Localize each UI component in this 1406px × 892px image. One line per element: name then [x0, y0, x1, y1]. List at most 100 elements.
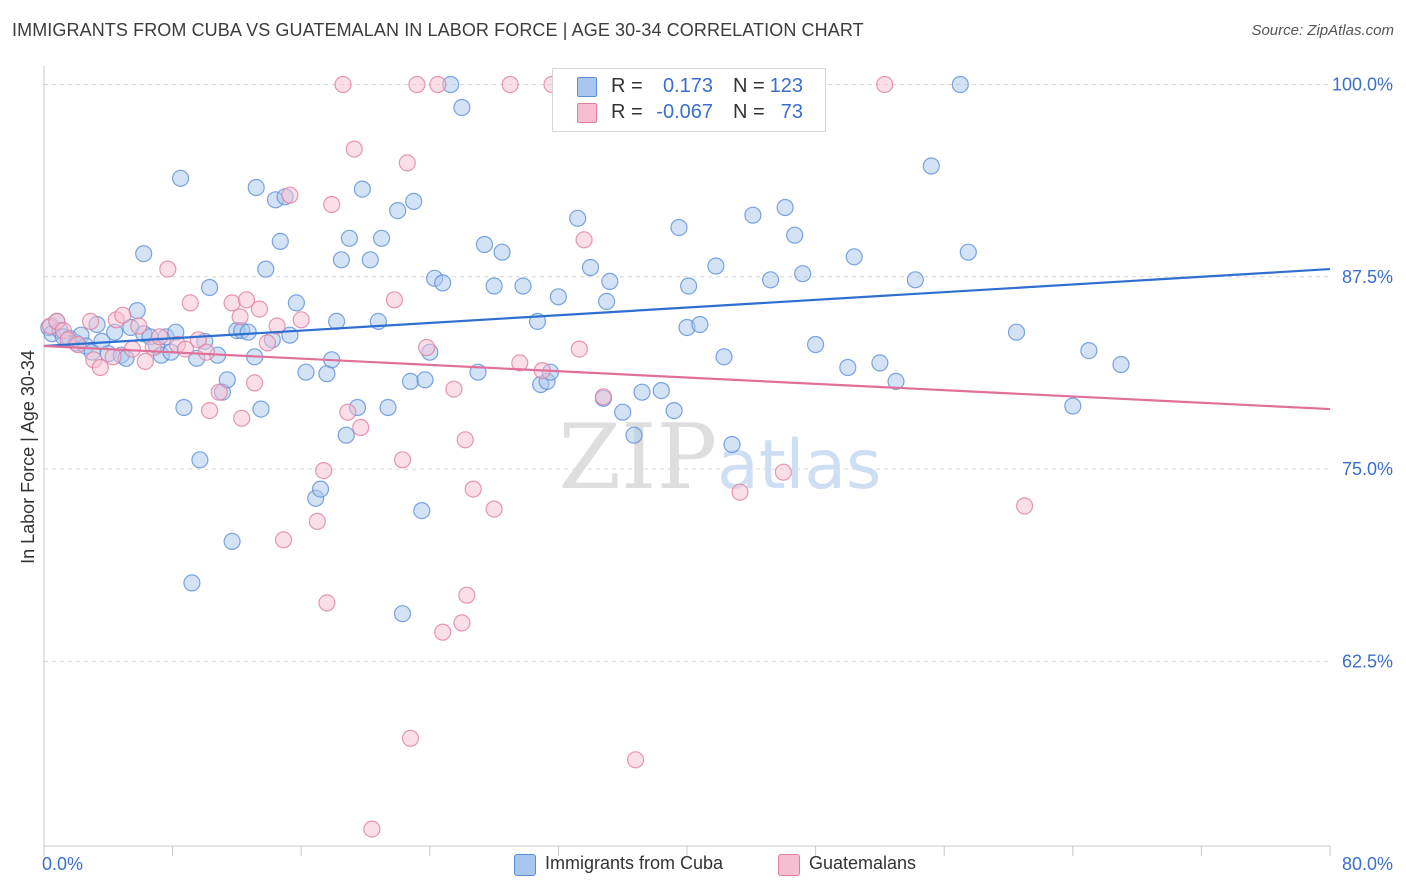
legend-r-value: -0.067 [656, 101, 713, 123]
data-point [731, 483, 749, 501]
x-tick-label: 80.0% [1342, 854, 1393, 874]
data-point [1015, 497, 1034, 515]
data-point [581, 258, 600, 277]
data-point [575, 231, 593, 249]
data-point [183, 574, 201, 592]
y-tick-label: 75.0% [1342, 459, 1393, 479]
data-point [292, 311, 310, 329]
data-point [569, 209, 587, 227]
data-point [114, 306, 132, 324]
data-point [594, 388, 613, 406]
data-point [233, 409, 251, 427]
data-point [887, 372, 905, 390]
data-point [761, 271, 780, 289]
data-point [625, 426, 643, 444]
data-point [794, 265, 812, 283]
data-point [393, 451, 412, 469]
data-point [1080, 342, 1098, 360]
data-point [311, 480, 330, 498]
data-point [876, 75, 894, 94]
data-point [339, 403, 357, 421]
axes [43, 66, 1331, 856]
data-point [398, 154, 416, 172]
data-point [416, 371, 434, 389]
series-legend: Immigrants from Cuba Guatemalans [0, 852, 1406, 878]
data-point [268, 317, 286, 335]
data-point [337, 426, 355, 444]
data-point [614, 403, 632, 421]
data-point [201, 402, 219, 420]
x-tick-label: 0.0% [42, 854, 83, 874]
data-point [373, 229, 391, 247]
data-point [408, 75, 426, 94]
data-point [258, 334, 276, 352]
data-point [626, 751, 645, 769]
data-point [959, 243, 977, 261]
legend-swatch-guatemalans [778, 854, 800, 876]
y-axis-label: In Labor Force | Age 30-34 [18, 350, 38, 564]
data-point [418, 338, 436, 357]
data-point [464, 480, 482, 498]
data-point [91, 358, 109, 377]
data-point [104, 348, 122, 366]
data-point [385, 291, 403, 309]
data-point [218, 371, 236, 389]
watermark: ZIPatlas [559, 405, 882, 510]
data-point [715, 348, 733, 366]
data-point [774, 463, 793, 481]
legend-n-value: 123 [769, 75, 803, 97]
data-point [308, 512, 326, 531]
data-point [363, 820, 381, 838]
data-point [405, 192, 423, 210]
data-point [906, 271, 924, 289]
data-point [328, 312, 346, 330]
data-point [393, 605, 412, 623]
data-point [670, 218, 688, 237]
data-point [839, 358, 857, 377]
data-point [323, 195, 341, 214]
data-point [401, 372, 420, 390]
series-guatemalans [41, 75, 1034, 838]
data-point [334, 75, 352, 94]
data-point [287, 294, 305, 312]
legend-n-label: N = [733, 101, 765, 123]
data-point [493, 243, 511, 261]
data-point [223, 294, 241, 312]
legend-swatch-cuba [577, 77, 597, 97]
data-point [332, 251, 350, 269]
data-point [549, 288, 568, 306]
data-point [458, 586, 476, 604]
data-point [501, 75, 519, 94]
trend-line-guatemalans [43, 344, 1331, 411]
data-point [210, 383, 228, 401]
trend-lines [43, 267, 1331, 411]
data-point [445, 380, 463, 398]
data-point [845, 248, 863, 266]
data-point [135, 245, 153, 263]
y-tick-label: 100.0% [1332, 74, 1393, 94]
data-point [361, 251, 379, 269]
legend-r-value: 0.173 [662, 75, 713, 97]
data-point [453, 614, 471, 632]
legend-row-guatemalans: R = -0.067 N = 73 [553, 100, 825, 126]
data-point [597, 292, 616, 310]
data-point [413, 502, 431, 520]
data-point [1064, 397, 1082, 415]
data-point [379, 398, 397, 417]
legend-n-value: 73 [780, 101, 803, 123]
data-point [191, 451, 209, 469]
stats-legend: R = 0.173 N = 123 R = -0.067 N = 73 [552, 68, 826, 132]
data-point [691, 315, 709, 334]
data-point [456, 431, 474, 449]
legend-n-label: N = [733, 75, 765, 97]
data-point [197, 343, 215, 361]
legend-r-label: R = [611, 75, 643, 97]
legend-row-cuba: R = 0.173 N = 123 [553, 74, 825, 100]
data-point [1007, 323, 1026, 341]
data-point [175, 398, 193, 417]
data-point [601, 272, 619, 290]
data-point [318, 594, 336, 612]
legend-r-label: R = [611, 101, 643, 123]
data-point [353, 180, 371, 198]
data-point [786, 226, 804, 244]
